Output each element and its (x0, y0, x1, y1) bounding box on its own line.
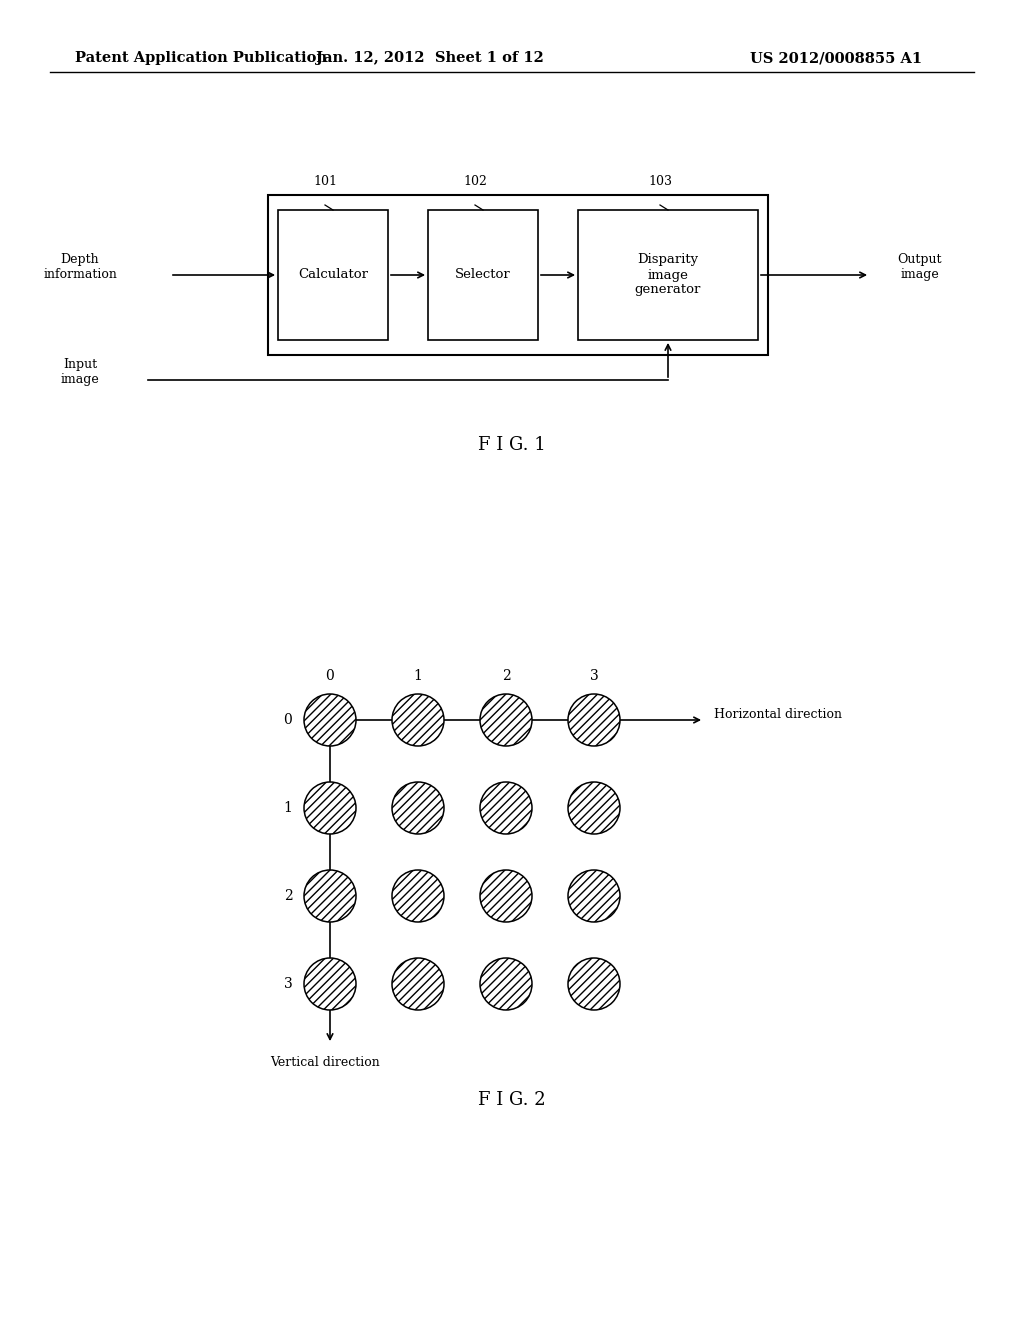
Text: 103: 103 (648, 176, 672, 187)
Ellipse shape (568, 958, 620, 1010)
Ellipse shape (480, 958, 532, 1010)
Text: 0: 0 (284, 713, 293, 727)
Ellipse shape (392, 958, 444, 1010)
Text: US 2012/0008855 A1: US 2012/0008855 A1 (750, 51, 923, 65)
Ellipse shape (480, 694, 532, 746)
Text: 1: 1 (284, 801, 293, 814)
Text: 2: 2 (284, 888, 293, 903)
Text: F I G. 2: F I G. 2 (478, 1092, 546, 1109)
Ellipse shape (304, 694, 356, 746)
Ellipse shape (392, 694, 444, 746)
Ellipse shape (392, 870, 444, 921)
Ellipse shape (304, 870, 356, 921)
Ellipse shape (304, 958, 356, 1010)
Text: 1: 1 (414, 669, 423, 682)
Bar (578, 210, 758, 341)
Text: Depth
information: Depth information (43, 253, 117, 281)
Text: Horizontal direction: Horizontal direction (714, 709, 842, 722)
Text: Disparity
image
generator: Disparity image generator (635, 253, 701, 297)
Text: 3: 3 (284, 977, 293, 991)
Text: 0: 0 (326, 669, 335, 682)
Ellipse shape (304, 781, 356, 834)
Text: 2: 2 (502, 669, 510, 682)
Text: Selector: Selector (455, 268, 511, 281)
Ellipse shape (392, 781, 444, 834)
Ellipse shape (480, 870, 532, 921)
Text: Input
image: Input image (60, 358, 99, 385)
Text: Jan. 12, 2012  Sheet 1 of 12: Jan. 12, 2012 Sheet 1 of 12 (316, 51, 544, 65)
Bar (268, 195, 768, 355)
Text: 101: 101 (313, 176, 337, 187)
Text: 3: 3 (590, 669, 598, 682)
Text: Output
image: Output image (898, 253, 942, 281)
Text: Calculator: Calculator (298, 268, 368, 281)
Text: Patent Application Publication: Patent Application Publication (75, 51, 327, 65)
Ellipse shape (568, 694, 620, 746)
Ellipse shape (568, 870, 620, 921)
Text: F I G. 1: F I G. 1 (478, 436, 546, 454)
Bar (428, 210, 538, 341)
Bar (278, 210, 388, 341)
Text: 102: 102 (463, 176, 487, 187)
Text: Vertical direction: Vertical direction (270, 1056, 380, 1069)
Ellipse shape (480, 781, 532, 834)
Ellipse shape (568, 781, 620, 834)
